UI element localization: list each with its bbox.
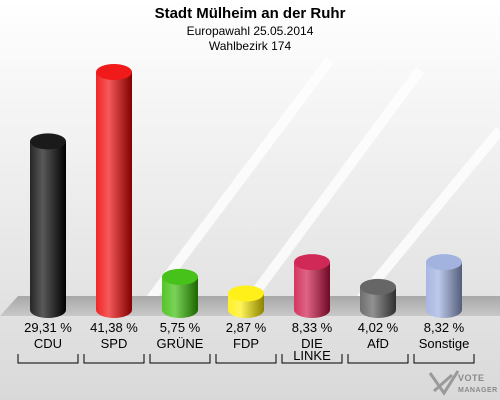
chart-title: Stadt Mülheim an der Ruhr	[155, 5, 346, 22]
vote-manager-logo: VOTE MANAGER	[428, 370, 498, 396]
logo-mark-icon	[428, 370, 460, 396]
category-label: FDP	[233, 336, 259, 351]
bar	[30, 133, 66, 318]
bar-body	[30, 141, 66, 318]
logo-text-vote: VOTE	[458, 373, 485, 383]
chart-subtitle: Europawahl 25.05.2014	[187, 24, 314, 38]
logo-text-manager: MANAGER	[458, 387, 498, 394]
category-label: DIE	[301, 336, 323, 351]
labels: 29,31 %CDU 41,38 %SPD 5,75 %GRÜNE 2,87 %FDP…	[17, 320, 475, 364]
value-label: 2,87 %	[226, 320, 267, 335]
bar	[162, 268, 198, 318]
bar-top	[294, 254, 330, 271]
category-bracket	[149, 354, 211, 364]
category-label: GRÜNE	[157, 336, 204, 351]
bar-top	[360, 278, 396, 295]
value-label: 29,31 %	[24, 320, 72, 335]
category-bracket	[215, 354, 277, 364]
value-label: 41,38 %	[90, 320, 138, 335]
category-bracket	[347, 354, 409, 364]
bar	[360, 278, 396, 318]
bar-top	[228, 285, 264, 302]
category-bracket	[17, 354, 79, 364]
background-stripe	[356, 126, 500, 304]
background-stripe	[245, 67, 425, 303]
background-stripes	[146, 57, 500, 304]
value-label: 8,33 %	[292, 320, 333, 335]
bar	[294, 254, 330, 318]
value-label: 4,02 %	[358, 320, 399, 335]
bar-top	[96, 64, 132, 80]
category-label: CDU	[34, 336, 62, 351]
bar-top	[426, 254, 462, 271]
bar	[96, 64, 132, 318]
category-bracket	[281, 354, 343, 364]
bar-body	[162, 276, 198, 318]
category-label: LINKE	[293, 348, 331, 363]
category-label: SPD	[101, 336, 128, 351]
background-stripe	[146, 57, 334, 303]
bar-body	[426, 262, 462, 318]
bar	[426, 254, 462, 318]
category-label: AfD	[367, 336, 389, 351]
bar-body	[294, 262, 330, 318]
category-label: Sonstige	[419, 336, 470, 351]
category-bracket	[413, 354, 475, 364]
bar-body	[96, 72, 132, 318]
bar-top	[162, 268, 198, 285]
bar	[228, 285, 264, 318]
chart-subtitle-2: Wahlbezirk 174	[209, 39, 292, 53]
bar-top	[30, 133, 66, 150]
category-bracket	[83, 354, 145, 364]
bar-body	[360, 286, 396, 318]
bars	[30, 64, 462, 318]
value-label: 5,75 %	[160, 320, 201, 335]
value-label: 8,32 %	[424, 320, 465, 335]
